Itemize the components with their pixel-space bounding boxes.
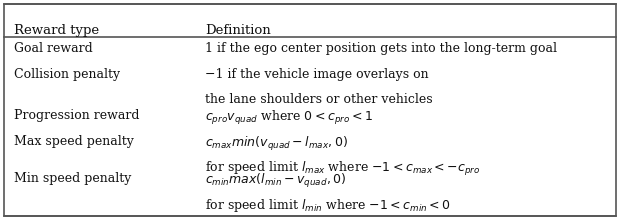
Text: $c_{min}max(l_{min}-v_{quad},0)$: $c_{min}max(l_{min}-v_{quad},0)$	[205, 172, 347, 190]
Text: for speed limit $l_{min}$ where $-1 < c_{min} < 0$: for speed limit $l_{min}$ where $-1 < c_…	[205, 197, 451, 214]
Text: Definition: Definition	[205, 24, 271, 37]
Text: $c_{pro}v_{quad}$ where $0 < c_{pro} < 1$: $c_{pro}v_{quad}$ where $0 < c_{pro} < 1…	[205, 109, 373, 127]
Text: Progression reward: Progression reward	[13, 109, 140, 122]
Text: Min speed penalty: Min speed penalty	[13, 172, 131, 185]
Text: 1 if the ego center position gets into the long-term goal: 1 if the ego center position gets into t…	[205, 42, 557, 55]
Text: Reward type: Reward type	[13, 24, 99, 37]
Text: Goal reward: Goal reward	[13, 42, 93, 55]
Text: $c_{max}min(v_{quad}-l_{max},0)$: $c_{max}min(v_{quad}-l_{max},0)$	[205, 135, 348, 153]
Text: the lane shoulders or other vehicles: the lane shoulders or other vehicles	[205, 93, 433, 106]
Text: for speed limit $l_{max}$ where $-1 < c_{max} < -c_{pro}$: for speed limit $l_{max}$ where $-1 < c_…	[205, 160, 481, 178]
FancyBboxPatch shape	[4, 4, 616, 216]
Text: Collision penalty: Collision penalty	[13, 68, 120, 81]
Text: −1 if the vehicle image overlays on: −1 if the vehicle image overlays on	[205, 68, 429, 81]
Text: Max speed penalty: Max speed penalty	[13, 135, 134, 148]
